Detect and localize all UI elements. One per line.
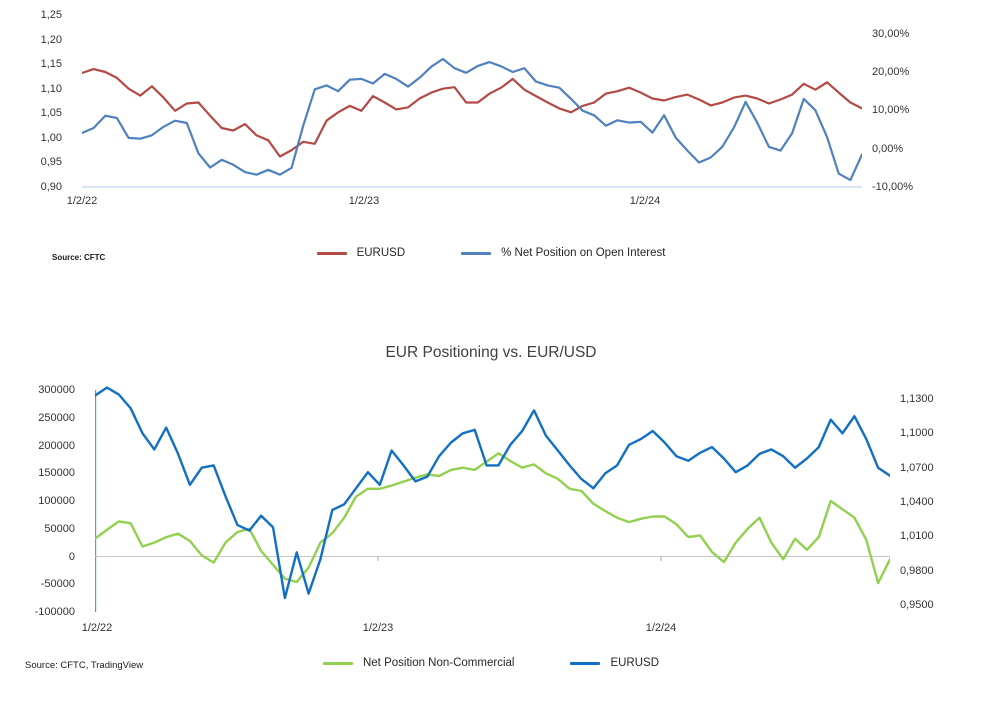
axis-tick-label: 1/2/23 <box>348 195 380 207</box>
axis-tick-label: 1,10 <box>40 82 62 95</box>
axis-tick-label: 1/2/22 <box>81 622 113 634</box>
axis-tick-label: 0,9800 <box>900 564 934 577</box>
net-position-legend-label: Net Position Non-Commercial <box>362 657 515 669</box>
eurusd-bottom-legend-label: EURUSD <box>610 657 660 669</box>
top-chart-legend: EURUSD % Net Position on Open Interest <box>0 247 982 259</box>
axis-tick-label: 0,9500 <box>900 598 934 611</box>
axis-tick-label: 1,0100 <box>900 530 934 543</box>
axis-tick-label: 0,00% <box>872 142 904 155</box>
net-position-pct-legend-label: % Net Position on Open Interest <box>501 247 666 259</box>
axis-tick-label: 1,25 <box>40 9 62 21</box>
bottom-chart-legend: Net Position Non-Commercial EURUSD <box>0 657 982 669</box>
axis-tick-label: 1,1000 <box>900 427 934 440</box>
bottom-chart-plot-area <box>95 386 890 612</box>
axis-tick-label: 1/2/24 <box>645 622 677 634</box>
axis-tick-label: 20,00% <box>872 66 910 79</box>
eurusd-legend-marker <box>316 251 347 255</box>
axis-tick-label: 30,00% <box>872 27 910 40</box>
net-position-pct-legend-marker <box>461 251 492 255</box>
axis-tick-label: 0,90 <box>40 180 62 193</box>
axis-tick-label: 0,95 <box>40 156 62 169</box>
axis-tick-label: 1,05 <box>40 107 62 120</box>
axis-tick-label: -50000 <box>40 578 75 591</box>
net-position-legend-marker <box>322 661 353 665</box>
eurusd-bottom-legend-marker <box>570 661 601 665</box>
axis-tick-label: 1/2/24 <box>629 195 661 207</box>
axis-tick-label: -100000 <box>34 606 75 618</box>
legend-item-net-position: Net Position Non-Commercial <box>322 657 515 669</box>
series-line <box>82 57 862 182</box>
axis-tick-label: 1/2/22 <box>66 195 98 207</box>
axis-tick-label: 100000 <box>38 495 75 507</box>
axis-tick-label: 1,1300 <box>900 393 934 405</box>
series-line <box>95 386 890 600</box>
legend-item-eurusd: EURUSD <box>316 247 406 259</box>
axis-tick-label: 1/2/23 <box>362 622 394 634</box>
axis-tick-label: 200000 <box>38 439 75 452</box>
top-chart-plot-area <box>82 57 862 188</box>
bottom-chart-source-label: Source: CFTC, TradingView <box>25 660 144 671</box>
axis-tick-label: -10,00% <box>872 181 913 193</box>
axis-tick-label: 1,0400 <box>900 495 934 508</box>
axis-tick-label: 300000 <box>38 384 75 396</box>
axis-tick-label: 1,00 <box>40 131 62 144</box>
top-chart: 1,25 1,20 1,15 1,10 1,05 1,00 0,95 0,90 30,00% 2… <box>0 0 982 300</box>
bottom-chart: EUR Positioning vs. EUR/USD 300000 250000… <box>0 340 982 709</box>
axis-tick-label: 50000 <box>44 522 75 535</box>
series-line <box>82 67 862 158</box>
axis-tick-label: 10,00% <box>872 104 910 117</box>
axis-tick-label: 150000 <box>38 467 75 480</box>
axis-tick-label: 250000 <box>38 411 75 424</box>
bottom-chart-title: EUR Positioning vs. EUR/USD <box>385 344 597 361</box>
axis-tick-label: 1,15 <box>40 58 62 71</box>
axis-tick-label: 0 <box>68 550 75 563</box>
top-chart-source-label: Source: CFTC <box>52 253 106 262</box>
legend-item-net-position-pct: % Net Position on Open Interest <box>461 247 665 259</box>
axis-tick-label: 1,20 <box>40 33 62 46</box>
legend-item-eurusd-bottom: EURUSD <box>570 657 659 669</box>
eurusd-legend-label: EURUSD <box>356 247 406 259</box>
series-line <box>95 452 890 585</box>
axis-tick-label: 1,0700 <box>900 461 934 474</box>
